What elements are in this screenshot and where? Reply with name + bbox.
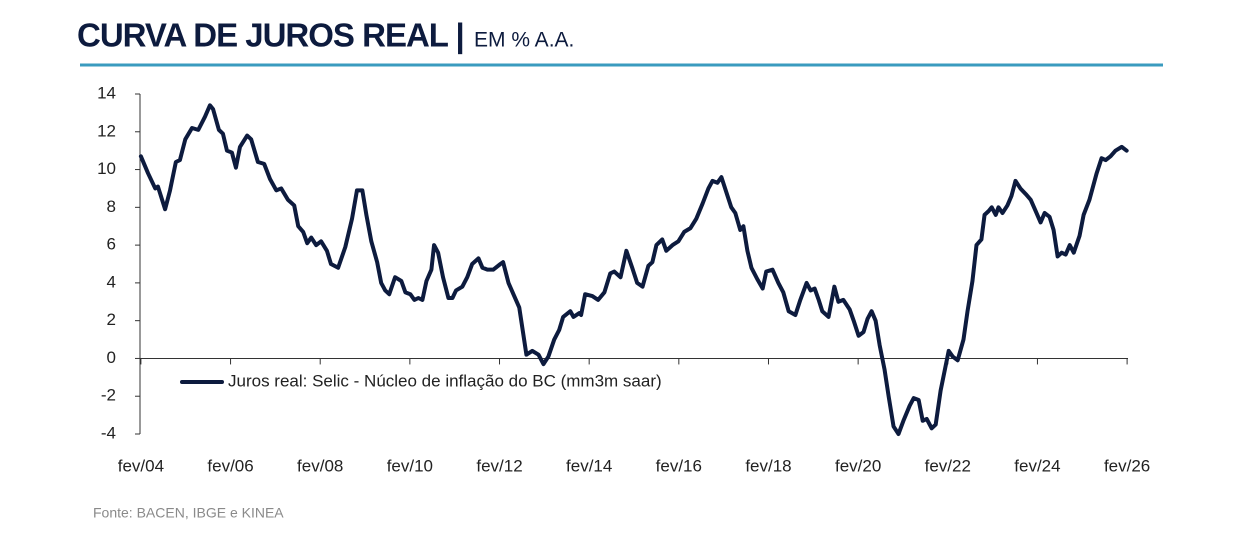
chart-title: CURVA DE JUROS REAL | [77, 17, 464, 54]
y-tick-label: 4 [107, 272, 116, 291]
y-tick-label: -4 [101, 423, 116, 442]
source: Fonte: BACEN, IBGE e KINEA [93, 505, 284, 521]
x-tick-label: fev/18 [745, 456, 791, 475]
x-tick-label: fev/04 [118, 456, 164, 475]
data-line [138, 103, 1129, 436]
y-tick-label: -2 [101, 386, 116, 405]
x-tick-label: fev/06 [207, 456, 253, 475]
x-tick-label: fev/24 [1014, 456, 1060, 475]
y-tick-label: 8 [107, 197, 116, 216]
x-tick-label: fev/08 [297, 456, 343, 475]
x-tick-label: fev/14 [566, 456, 612, 475]
x-tick-label: fev/20 [835, 456, 881, 475]
y-tick-label: 6 [107, 235, 116, 254]
y-tick-label: 2 [107, 310, 116, 329]
x-tick-label: fev/22 [925, 456, 971, 475]
y-tick-label: 12 [97, 121, 116, 140]
x-tick-label: fev/26 [1104, 456, 1150, 475]
x-tick-label: fev/16 [656, 456, 702, 475]
x-tick-label: fev/10 [387, 456, 433, 475]
y-tick-label: 10 [97, 159, 116, 178]
x-tick-label: fev/12 [476, 456, 522, 475]
y-tick-label: 14 [97, 83, 116, 102]
chart-subtitle: EM % A.A. [474, 29, 574, 52]
legend-label: Juros real: Selic - Núcleo de inflação d… [228, 371, 662, 390]
y-tick-label: 0 [107, 348, 116, 367]
